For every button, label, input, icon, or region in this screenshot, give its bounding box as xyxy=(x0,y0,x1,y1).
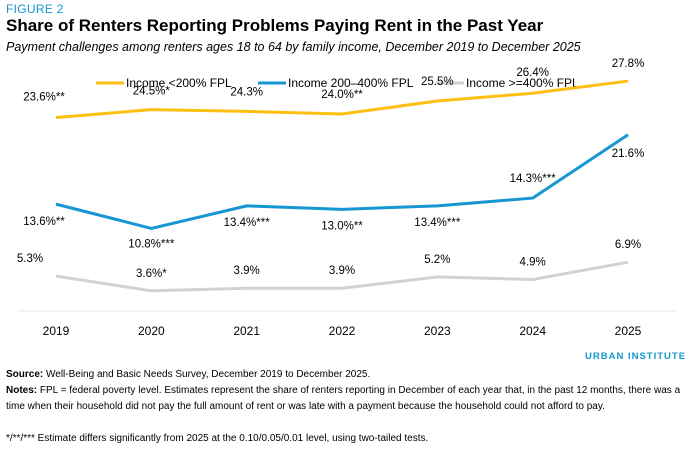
data-label: 3.9% xyxy=(329,265,355,277)
data-label: 24.0%** xyxy=(321,89,363,101)
legend-label: Income >=400% FPL xyxy=(466,76,579,90)
series-line xyxy=(55,133,629,230)
x-tick-label: 2019 xyxy=(43,324,70,338)
series-line xyxy=(55,260,629,293)
data-label: 4.9% xyxy=(520,257,546,269)
x-tick-label: 2022 xyxy=(329,324,356,338)
chart-subtitle: Payment challenges among renters ages 18… xyxy=(6,40,581,54)
x-tick-label: 2021 xyxy=(233,324,260,338)
data-label: 6.9% xyxy=(615,239,641,251)
data-label: 13.4%*** xyxy=(224,217,271,229)
data-label: 3.9% xyxy=(234,265,260,277)
source-note: Source: Well-Being and Basic Needs Surve… xyxy=(6,367,681,383)
urban-institute-logo: URBAN INSTITUTE xyxy=(585,351,687,362)
legend-label: Income <200% FPL xyxy=(126,76,232,90)
x-tick-label: 2025 xyxy=(615,324,642,338)
data-label: 14.3%*** xyxy=(510,173,557,185)
source-label: Source: xyxy=(6,369,44,380)
x-tick-label: 2020 xyxy=(138,324,165,338)
x-tick-label: 2024 xyxy=(519,324,546,338)
data-label: 13.0%** xyxy=(321,220,363,232)
chart-title: Share of Renters Reporting Problems Payi… xyxy=(6,16,544,35)
data-label: 5.2% xyxy=(424,254,450,266)
data-label: 24.3% xyxy=(230,86,263,98)
data-label: 3.6%* xyxy=(136,268,167,280)
data-label: 24.5%* xyxy=(133,86,171,98)
data-label: 5.3% xyxy=(17,253,43,265)
data-label: 21.6% xyxy=(612,148,645,160)
legend-label: Income 200–400% FPL xyxy=(288,76,414,90)
data-label: 27.8% xyxy=(612,58,645,70)
data-label: 23.6%** xyxy=(23,91,65,103)
data-label: 13.6%** xyxy=(23,216,65,228)
series-line xyxy=(55,79,629,119)
notes-label: Notes: xyxy=(6,385,38,396)
notes-text: FPL = federal poverty level. Estimates r… xyxy=(6,385,681,412)
source-text: Well-Being and Basic Needs Survey, Decem… xyxy=(46,369,371,380)
data-label: 13.4%*** xyxy=(414,217,461,229)
significance-note: */**/*** Estimate differs significantly … xyxy=(6,433,429,444)
x-tick-label: 2023 xyxy=(424,324,451,338)
data-label: 25.5% xyxy=(421,76,454,88)
figure-label: FIGURE 2 xyxy=(6,2,64,16)
data-label: 26.4% xyxy=(516,67,549,79)
data-label: 10.8%*** xyxy=(128,238,175,250)
notes: Notes: FPL = federal poverty level. Esti… xyxy=(6,383,681,415)
